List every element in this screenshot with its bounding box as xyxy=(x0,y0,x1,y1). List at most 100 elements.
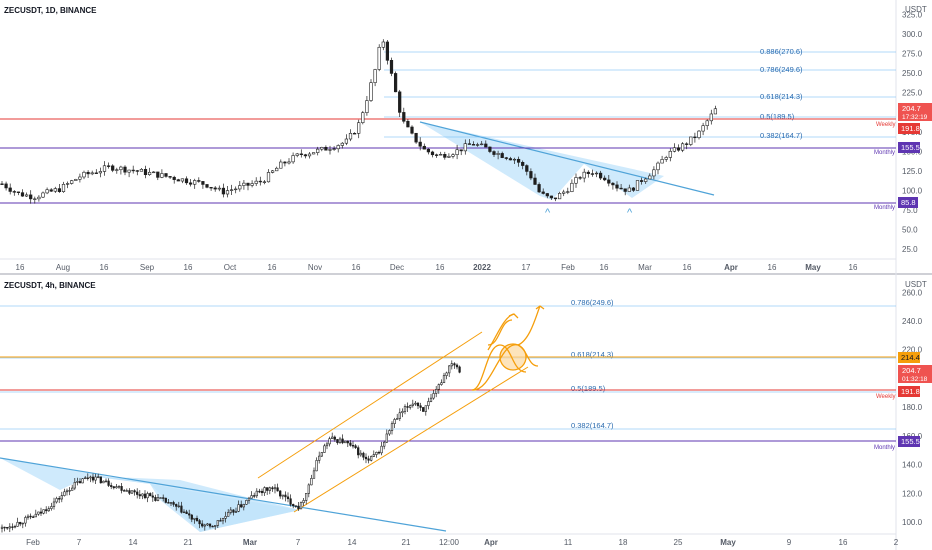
candle xyxy=(660,155,664,164)
x-tick-label: 25 xyxy=(674,538,683,547)
candle xyxy=(307,483,310,498)
candle xyxy=(21,522,24,529)
candle xyxy=(254,177,258,187)
candle xyxy=(664,155,668,162)
candle xyxy=(627,184,631,192)
projection-arrow-2 xyxy=(517,305,541,346)
x-tick-label: 12:00 xyxy=(439,538,460,547)
projection-curve-lower xyxy=(471,344,527,391)
candle xyxy=(440,379,443,386)
candle xyxy=(225,186,230,198)
candle xyxy=(344,440,347,444)
candle xyxy=(437,383,440,394)
candle xyxy=(372,450,375,458)
candle xyxy=(16,191,21,196)
bottom-fib-label: 0.382(164.7) xyxy=(571,421,614,430)
candle xyxy=(98,167,103,178)
candle xyxy=(135,169,139,176)
candle xyxy=(198,518,201,529)
x-tick-label: 16 xyxy=(849,263,858,272)
candle xyxy=(652,166,656,180)
candle xyxy=(331,432,334,439)
candle xyxy=(71,484,74,491)
candle xyxy=(172,500,175,507)
candle xyxy=(164,497,167,504)
candle xyxy=(281,494,284,500)
candle xyxy=(53,186,57,193)
candle xyxy=(115,484,118,489)
candle xyxy=(177,501,180,509)
candle xyxy=(668,148,672,162)
candle xyxy=(396,413,399,420)
candle xyxy=(463,139,467,155)
top-horizontal-levels: Weekly Monthly Monthly xyxy=(0,118,896,211)
candle xyxy=(102,161,107,176)
candle xyxy=(603,175,607,182)
top-weekly-label: Weekly xyxy=(876,122,896,128)
candle xyxy=(332,146,336,151)
bottom-orange-tag-text: 214.4 xyxy=(901,353,920,362)
candle xyxy=(81,478,84,484)
x-tick-label: Nov xyxy=(308,263,322,272)
bottom-monthly-tag xyxy=(898,436,920,447)
candle xyxy=(82,170,86,180)
candle xyxy=(238,180,242,192)
candle xyxy=(50,502,53,511)
x-tick-label: Feb xyxy=(26,538,40,547)
candle xyxy=(156,171,160,181)
top-monthly-low-tag-text: 85.8 xyxy=(901,198,916,207)
candle xyxy=(16,517,19,527)
candle xyxy=(65,488,69,496)
candle xyxy=(303,153,308,159)
candle xyxy=(197,177,201,183)
candle xyxy=(180,178,185,184)
candle xyxy=(229,184,234,196)
candle xyxy=(398,89,402,118)
candle xyxy=(131,165,135,174)
candle xyxy=(364,453,368,464)
candle xyxy=(447,153,451,158)
bottom-chart-title: ZECUSDT, 4h, BINANCE xyxy=(4,281,96,290)
bottom-fib-label: 0.786(249.6) xyxy=(571,298,614,307)
top-weekly-tag-text: 191.8 xyxy=(901,124,920,133)
candle xyxy=(211,525,214,528)
bottom-fib-label: 0.618(214.3) xyxy=(571,350,614,359)
candle xyxy=(403,404,407,415)
bottom-candles xyxy=(0,360,461,533)
candle xyxy=(521,160,525,170)
candle xyxy=(533,173,537,185)
top-monthly-low-tag xyxy=(898,197,918,208)
candle xyxy=(318,451,321,464)
candle xyxy=(287,158,291,165)
candle xyxy=(242,179,246,190)
candle xyxy=(106,162,111,169)
candle xyxy=(279,159,283,169)
candle xyxy=(90,170,94,176)
candle xyxy=(370,455,373,462)
x-tick-label: 16 xyxy=(600,263,609,272)
candle xyxy=(133,489,136,496)
candle xyxy=(424,405,427,416)
candle xyxy=(175,503,178,511)
candle xyxy=(34,509,37,518)
candle xyxy=(435,386,438,398)
candle xyxy=(60,491,63,503)
candle xyxy=(4,181,8,191)
candle xyxy=(553,197,558,202)
x-tick-label: May xyxy=(805,263,821,272)
candle xyxy=(709,109,713,125)
candle xyxy=(70,179,74,185)
candle xyxy=(385,429,388,443)
candle xyxy=(697,130,701,140)
channel-lower xyxy=(293,366,529,513)
candle xyxy=(434,153,439,158)
top-fib-label: 0.5(189.5) xyxy=(760,112,795,121)
candle xyxy=(294,505,297,508)
candle xyxy=(432,389,435,400)
candle xyxy=(97,473,100,479)
bottom-weekly-tag-text: 191.8 xyxy=(901,387,920,396)
x-tick-label: 14 xyxy=(348,538,357,547)
candle xyxy=(120,483,123,494)
candle xyxy=(107,478,110,487)
candle xyxy=(346,440,349,448)
